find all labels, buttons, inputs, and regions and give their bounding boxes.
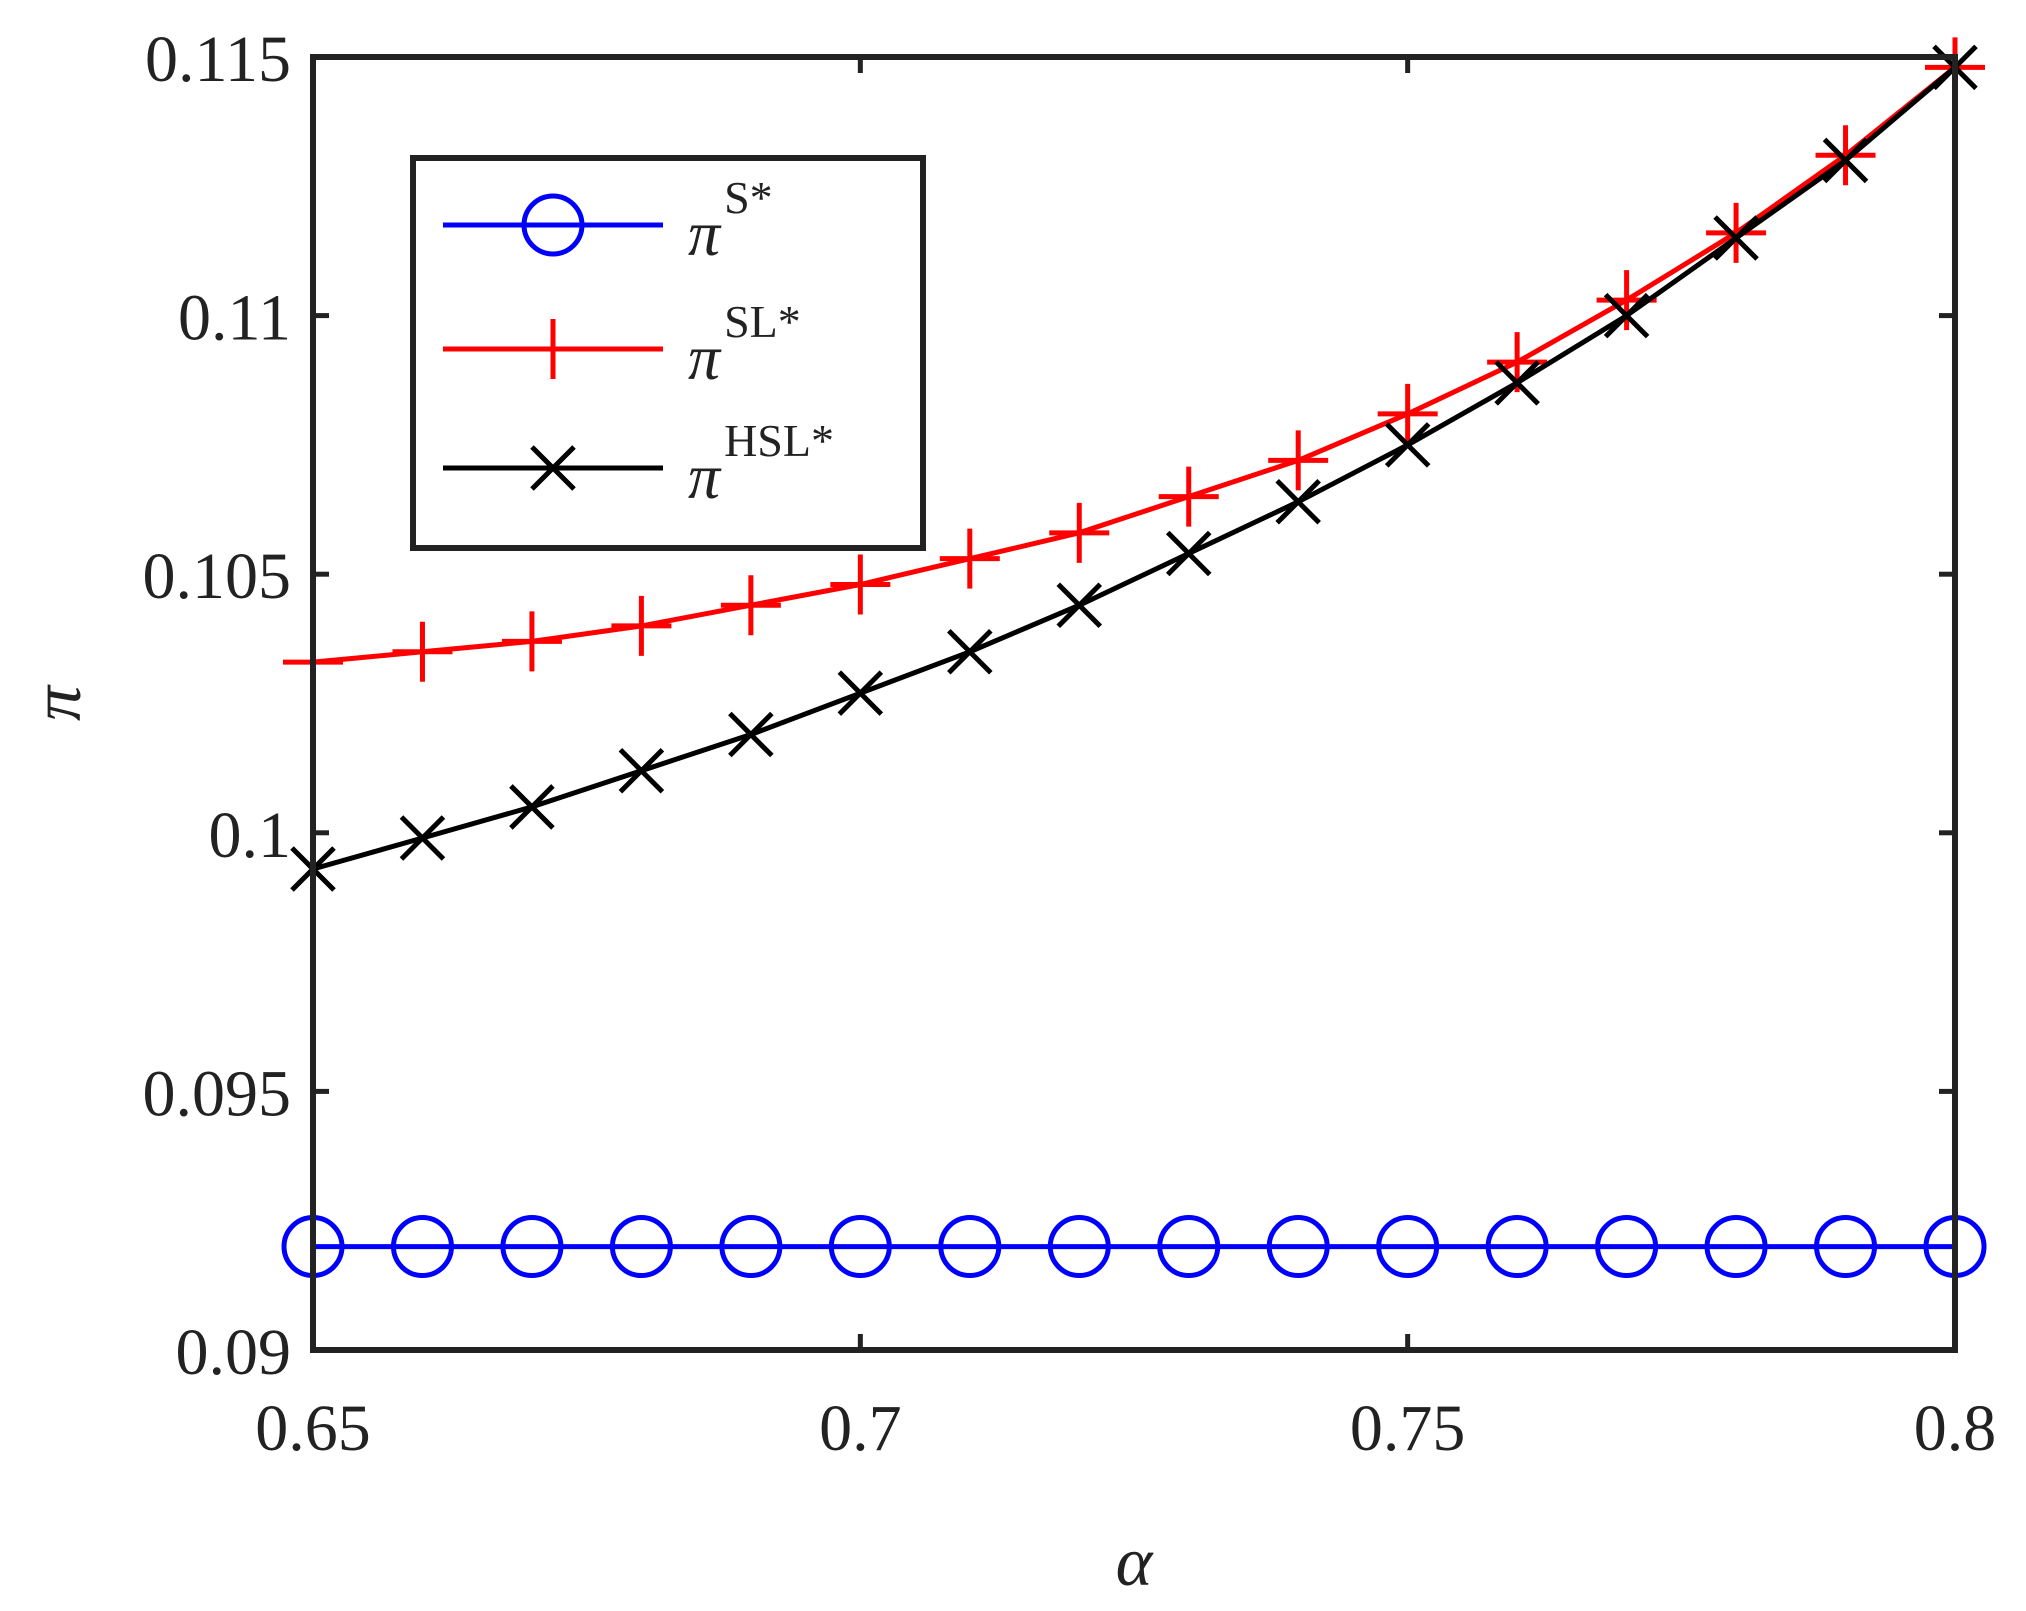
x-tick-label: 0.75: [1350, 1392, 1466, 1465]
y-tick-label: 0.115: [145, 23, 291, 96]
data-point: [938, 1215, 1002, 1279]
data-point: [1706, 202, 1767, 263]
axis-ticks: [310, 54, 1958, 1353]
data-point: [830, 554, 891, 615]
x-tick-label: 0.8: [1914, 1392, 1997, 1465]
y-tick-label: 0.095: [143, 1057, 292, 1130]
series-line: [312, 65, 1957, 872]
data-point: [1603, 292, 1650, 339]
series-x: [290, 44, 1978, 892]
data-point: [1713, 215, 1759, 261]
legend-superscript: HSL*: [724, 415, 834, 466]
data-point: [609, 1215, 673, 1279]
data-point: [390, 1215, 454, 1279]
data-point: [1266, 1215, 1330, 1279]
data-point: [1268, 430, 1329, 491]
data-point: [1822, 137, 1869, 184]
data-point: [1056, 582, 1103, 628]
y-tick-label: 0.105: [143, 540, 292, 613]
legend-label: πS*: [688, 172, 773, 269]
legend-label: πHSL*: [688, 415, 834, 512]
y-tick-label: 0.09: [176, 1316, 292, 1389]
data-point: [501, 611, 562, 672]
plot-frame: [310, 54, 1958, 1353]
data-point: [1485, 1215, 1549, 1279]
data-point: [837, 670, 884, 716]
legend-symbol: π: [688, 322, 722, 393]
data-point: [828, 1215, 892, 1279]
legend-label: πSL*: [688, 296, 801, 393]
data-point: [720, 575, 781, 636]
y-axis-label: π: [19, 684, 96, 721]
legend-box: [410, 155, 926, 551]
legend-superscript: SL*: [724, 296, 801, 347]
data-point: [947, 629, 993, 675]
data-point: [1815, 125, 1876, 186]
x-tick-label: 0.65: [255, 1392, 371, 1465]
data-point: [618, 747, 665, 794]
data-point: [719, 1215, 783, 1279]
legend-entry: πHSL*: [443, 415, 834, 512]
legend-symbol: π: [688, 441, 722, 512]
data-point: [611, 595, 672, 656]
data-point: [1376, 1215, 1440, 1279]
legend-superscript: S*: [724, 172, 773, 223]
data-point: [1165, 530, 1212, 577]
data-point: [1275, 479, 1321, 525]
data-point: [1158, 466, 1219, 527]
y-tick-label: 0.11: [178, 282, 291, 355]
series-line: [312, 65, 1957, 665]
data-point: [728, 711, 774, 758]
legend-symbol: π: [688, 198, 722, 269]
legend-entry: πSL*: [443, 296, 801, 393]
legend-marker: [523, 319, 583, 379]
data-point: [1377, 383, 1438, 444]
data-point: [1047, 1215, 1111, 1279]
legend-entry: πS*: [443, 172, 773, 269]
x-axis-label: α: [1116, 1524, 1154, 1601]
data-point: [500, 1215, 564, 1279]
x-tick-label: 0.7: [819, 1392, 902, 1465]
axis-tick-labels: 0.65 0.7 0.75 0.8 0.09 0.095 0.1 0.105 0.11 0.115: [143, 23, 1997, 1465]
data-point: [1049, 502, 1110, 563]
data-point: [1494, 360, 1540, 406]
data-point: [509, 784, 555, 830]
data-point: [392, 621, 453, 682]
data-point: [399, 815, 446, 861]
data-point: [1704, 1215, 1768, 1279]
data-point: [1157, 1215, 1221, 1279]
data-point: [1595, 1215, 1659, 1279]
y-tick-label: 0.1: [209, 799, 292, 872]
data-point: [1384, 422, 1431, 468]
legend-marker: [521, 193, 585, 257]
data-point: [1814, 1215, 1878, 1279]
series-plus: [283, 37, 1985, 693]
legend: πS*πSL*πHSL*: [410, 155, 926, 551]
data-point: [939, 528, 1000, 589]
legend-marker: [530, 445, 576, 491]
